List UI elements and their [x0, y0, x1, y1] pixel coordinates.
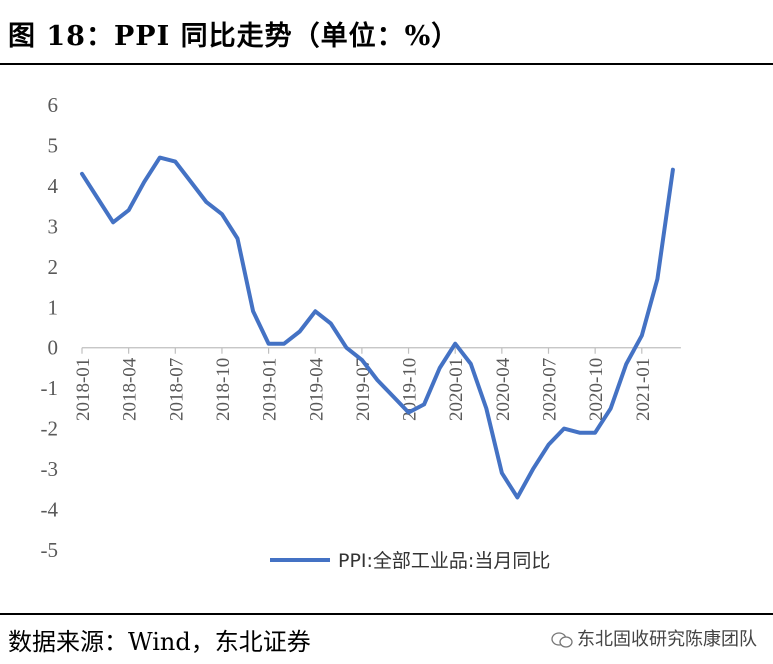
data-point-2018-05 — [142, 180, 146, 184]
y-axis: 6 5 4 3 2 1 0 -1 -2 -3 -4 -5 — [41, 93, 59, 562]
data-point-2021-02 — [655, 277, 659, 281]
data-point-2018-02 — [96, 196, 100, 200]
y-tick-label: 4 — [48, 174, 59, 198]
watermark: 东北固收研究陈康团队 — [551, 625, 757, 651]
data-point-2019-11 — [422, 402, 426, 406]
y-tick-label: 1 — [48, 295, 59, 319]
data-point-2019-02 — [282, 342, 286, 346]
data-point-2020-06 — [531, 467, 535, 471]
data-point-2019-08 — [375, 378, 379, 382]
data-point-2020-01 — [453, 342, 457, 346]
data-source: 数据来源：Wind，东北证券 — [8, 628, 311, 656]
data-point-2020-11 — [609, 406, 613, 410]
data-point-2020-10 — [593, 431, 597, 435]
data-point-2020-05 — [515, 495, 519, 499]
data-point-2020-12 — [624, 362, 628, 366]
data-point-2018-11 — [236, 237, 240, 241]
data-point-2018-09 — [204, 200, 208, 204]
y-tick-label: 0 — [48, 336, 59, 360]
y-tick-label: 2 — [48, 255, 59, 279]
data-point-2018-07 — [173, 160, 177, 164]
data-point-2019-07 — [360, 358, 364, 362]
data-point-2019-03 — [298, 330, 302, 334]
data-point-2019-12 — [438, 366, 442, 370]
x-tick-label: 2020-04 — [493, 357, 514, 421]
data-point-2021-01 — [640, 334, 644, 338]
data-point-2018-04 — [127, 208, 131, 212]
data-point-2020-03 — [484, 406, 488, 410]
y-tick-label: 3 — [48, 214, 59, 238]
data-point-2019-05 — [329, 321, 333, 325]
x-tick-label: 2020-07 — [540, 358, 561, 421]
data-point-2018-12 — [251, 309, 255, 313]
data-point-2020-08 — [562, 427, 566, 431]
figure-title: 图 18：PPI 同比走势（单位：%） — [8, 21, 460, 52]
y-tick-label: 6 — [48, 93, 59, 117]
title-rule — [0, 63, 773, 65]
y-tick-label: -5 — [41, 538, 59, 562]
data-point-2018-08 — [189, 180, 193, 184]
watermark-text: 东北固收研究陈康团队 — [577, 629, 757, 650]
x-tick-label: 2020-01 — [446, 358, 467, 421]
legend: PPI:全部工业品:当月同比 — [270, 550, 550, 572]
data-point-2019-10 — [407, 410, 411, 414]
data-point-2018-10 — [220, 212, 224, 216]
wechat-icon — [551, 632, 573, 648]
y-tick-label: -2 — [41, 417, 59, 441]
y-tick-label: -4 — [41, 498, 59, 522]
y-tick-label: -1 — [41, 376, 59, 400]
x-tick-label: 2019-10 — [400, 358, 421, 421]
x-tick-label: 2019-01 — [260, 358, 281, 421]
data-point-2019-01 — [267, 342, 271, 346]
data-point-2020-04 — [500, 471, 504, 475]
data-point-2019-06 — [344, 346, 348, 350]
x-tick-label: 2020-10 — [586, 358, 607, 421]
x-tick-label: 2021-01 — [633, 358, 654, 421]
data-point-2018-01 — [80, 172, 84, 176]
x-tick-label: 2019-04 — [306, 357, 327, 421]
data-point-2019-09 — [391, 394, 395, 398]
data-point-2019-04 — [313, 309, 317, 313]
x-tick-label: 2018-07 — [166, 358, 187, 421]
y-tick-label: -3 — [41, 457, 59, 481]
data-point-2020-07 — [547, 443, 551, 447]
x-axis-ticks: 2018-01 2018-04 2018-07 2018-10 2019-01 2019-… — [73, 347, 654, 421]
legend-label: PPI:全部工业品:当月同比 — [338, 550, 550, 572]
data-point-2020-09 — [578, 431, 582, 435]
x-tick-label: 2018-01 — [73, 358, 94, 421]
data-point-2018-06 — [158, 156, 162, 160]
x-tick-label: 2018-04 — [120, 357, 141, 421]
data-point-2020-02 — [469, 362, 473, 366]
source-rule — [0, 613, 773, 615]
x-tick-label: 2018-10 — [213, 358, 234, 421]
data-point-2018-03 — [111, 220, 115, 224]
series-ppi-line — [80, 155, 675, 500]
data-point-2021-03 — [671, 168, 675, 172]
x-tick-label: 2019-07 — [353, 358, 374, 421]
y-tick-label: 5 — [48, 133, 59, 157]
